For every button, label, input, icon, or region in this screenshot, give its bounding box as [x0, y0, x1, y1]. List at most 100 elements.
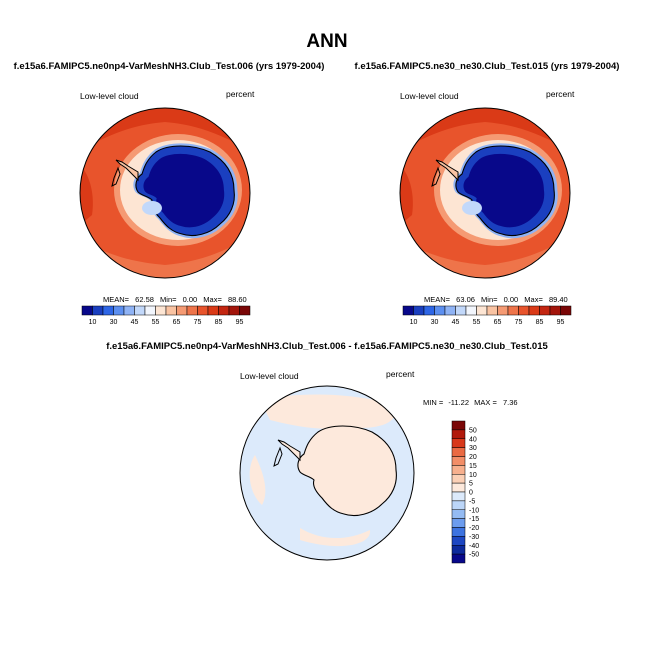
panel1-map-border — [79, 107, 251, 279]
panel1-case-title: f.e15a6.FAMIPC5.ne0np4-VarMeshNH3.Club_T… — [13, 61, 325, 72]
panel1-units-label: percent — [226, 89, 255, 99]
panel3-min-label: MIN = — [423, 398, 444, 407]
panel1-colorbar: 10 30 45 55 65 75 85 95 — [81, 305, 251, 326]
panel1-colorbar-swatch — [197, 305, 209, 316]
panel1-colorbar-tick-label: 30 — [110, 319, 118, 326]
panel2-mean-label: MEAN= — [424, 295, 451, 304]
panel3-min-value: -11.22 — [448, 398, 470, 407]
panel2-colorbar-swatch — [486, 305, 498, 316]
panel3-stats: MIN = -11.22 MAX = 7.36 — [423, 398, 518, 407]
panel2-colorbar-tick-label: 45 — [452, 319, 460, 326]
panel1-min-value: 0.00 — [182, 295, 198, 304]
panel2-max-value: 89.40 — [548, 295, 568, 304]
panel2-colorbar-swatch — [476, 305, 488, 316]
panel1-map — [79, 107, 251, 279]
panel2-colorbar: 10 30 45 55 65 75 85 95 — [402, 305, 572, 326]
panel3-colorbar-tick-label: -20 — [469, 525, 479, 532]
panel2-min-label: Min= — [481, 295, 498, 304]
panel1-south-america-tip — [111, 166, 121, 187]
panel3-map-border — [239, 385, 415, 561]
panel2-variable-label: Low-level cloud — [400, 91, 459, 101]
panel3-colorbar-swatch — [451, 482, 466, 493]
panel3-colorbar-tick-label: 0 — [469, 490, 473, 497]
panel2-colorbar-swatch — [434, 305, 446, 316]
panel1-colorbar-swatch — [92, 305, 104, 316]
panel2-colorbar-tick-label: 10 — [410, 319, 418, 326]
panel3-colorbar-tick-label: 50 — [469, 427, 477, 434]
panel3-units-label: percent — [386, 369, 415, 379]
figure-title: ANN — [306, 31, 348, 52]
panel2-colorbar-swatch — [423, 305, 435, 316]
panel3-max-label: MAX = — [474, 398, 497, 407]
panel3-colorbar-tick-label: 30 — [469, 445, 477, 452]
panel1-colorbar-swatch — [123, 305, 135, 316]
panel3-colorbar-tick-label: -30 — [469, 534, 479, 541]
panel3-map — [239, 385, 415, 561]
panel3-max-value: 7.36 — [502, 398, 518, 407]
panel1-colorbar-tick-label: 45 — [131, 319, 139, 326]
panel1-colorbar-tick-label: 85 — [215, 319, 223, 326]
panel3-colorbar-tick-label: 20 — [469, 454, 477, 461]
panel2-colorbar-tick-label: 95 — [557, 319, 565, 326]
panel3-colorbar-swatch — [451, 545, 466, 555]
panel1-colorbar-swatch — [155, 305, 167, 316]
panel1-max-value: 88.60 — [227, 295, 247, 304]
panel2-weddell-sea — [462, 201, 482, 215]
panel3-colorbar-tick-label: -10 — [469, 507, 479, 514]
panel1-colorbar-tick-label: 55 — [152, 319, 160, 326]
panel3-colorbar-tick-label: 15 — [469, 463, 477, 470]
panel3-diff-band-north — [260, 394, 396, 430]
panel1-stats: MEAN= 62.58 Min= 0.00 Max= 88.60 — [103, 295, 247, 304]
panel1-variable-label: Low-level cloud — [80, 91, 139, 101]
panel1-max-label: Max= — [203, 295, 222, 304]
panel2-map-border — [399, 107, 571, 279]
panel2-colorbar-tick-label: 85 — [536, 319, 544, 326]
panel3-colorbar-tick-label: 5 — [469, 481, 473, 488]
panel1-colorbar-swatch — [144, 305, 156, 316]
panel1-colorbar-swatch — [176, 305, 188, 316]
panel2-colorbar-swatch — [518, 305, 530, 316]
panel3-south-america-tip — [273, 446, 283, 467]
panel2-south-america-tip — [431, 166, 441, 187]
panel2-colorbar-swatch — [497, 305, 509, 316]
panel2-colorbar-tick-label: 30 — [431, 319, 439, 326]
panel2-max-label: Max= — [524, 295, 543, 304]
panel2-cloud-patch-west — [400, 165, 413, 225]
panel3-colorbar-swatch — [451, 429, 466, 439]
panel3-variable-label: Low-level cloud — [240, 371, 299, 381]
panel3-colorbar-swatch — [451, 553, 466, 564]
panel2-stats: MEAN= 63.06 Min= 0.00 Max= 89.40 — [424, 295, 568, 304]
panel2-colorbar-swatch — [539, 305, 551, 316]
panel1-colorbar-tick-label: 10 — [89, 319, 97, 326]
panel2-colorbar-tick-label: 65 — [494, 319, 502, 326]
panel3-colorbar-swatch — [451, 509, 466, 519]
panel2-colorbar-swatch — [413, 305, 425, 316]
panel1-colorbar-swatch — [134, 305, 146, 316]
panel1-colorbar-swatch — [186, 305, 198, 316]
panel1-colorbar-swatch — [102, 305, 114, 316]
panel3-colorbar-tick-label: -15 — [469, 516, 479, 523]
panel3-diff-patch-west — [249, 455, 266, 505]
panel1-mean-label: MEAN= — [103, 295, 130, 304]
panel3-colorbar-swatch — [451, 474, 466, 484]
panel3-colorbar-swatch — [451, 447, 466, 457]
panel3-diff-patch-south — [300, 528, 371, 547]
panel2-colorbar-swatch — [402, 305, 414, 316]
panel3-colorbar-tick-label: 10 — [469, 472, 477, 479]
panel3-colorbar-swatch — [451, 491, 466, 502]
panel3-colorbar-swatch — [451, 500, 466, 510]
panel3-colorbar-swatch — [451, 438, 466, 448]
panel1-colorbar-swatch — [81, 305, 93, 316]
panel3-colorbar-swatch — [451, 527, 466, 537]
panel2-colorbar-swatch — [528, 305, 540, 316]
panel3-case-title: f.e15a6.FAMIPC5.ne0np4-VarMeshNH3.Club_T… — [106, 341, 548, 352]
panel3-colorbar-swatch — [451, 420, 466, 431]
panel2-min-value: 0.00 — [503, 295, 519, 304]
panel2-colorbar-swatch — [455, 305, 467, 316]
panel3-colorbar-swatch — [451, 456, 466, 466]
panel1-colorbar-tick-label: 65 — [173, 319, 181, 326]
panel1-colorbar-swatch — [113, 305, 125, 316]
panel3-colorbar-tick-label: 40 — [469, 436, 477, 443]
